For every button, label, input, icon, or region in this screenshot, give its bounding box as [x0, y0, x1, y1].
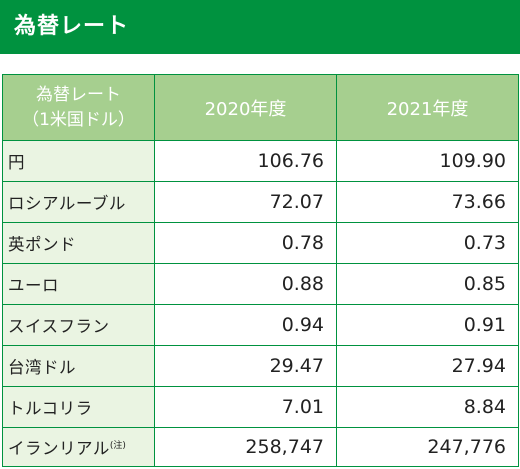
rate-2020: 0.78: [154, 222, 337, 264]
rate-2021: 73.66: [336, 181, 519, 223]
rate-2021: 0.91: [336, 304, 519, 346]
rate-2020: 72.07: [154, 181, 337, 223]
row-label: トルコリラ: [2, 386, 155, 428]
corner-header-line1: 為替レート: [36, 84, 121, 105]
table-header-row: 為替レート （1米国ドル） 2020年度 2021年度: [2, 74, 519, 141]
exchange-rate-table: 為替レート （1米国ドル） 2020年度 2021年度 円 106.76 109…: [2, 74, 519, 467]
rate-2020: 7.01: [154, 386, 337, 428]
row-label: 円: [2, 140, 155, 182]
table-row: イランリアル(注) 258,747 247,776: [2, 427, 519, 467]
rate-2021: 8.84: [336, 386, 519, 428]
page-title: 為替レート: [14, 14, 130, 39]
rate-2020: 0.94: [154, 304, 337, 346]
row-label: ユーロ: [2, 263, 155, 305]
table-row: スイスフラン 0.94 0.91: [2, 304, 519, 346]
rate-2021: 109.90: [336, 140, 519, 182]
row-label: 台湾ドル: [2, 345, 155, 387]
rate-2020: 0.88: [154, 263, 337, 305]
page-header: 為替レート: [0, 0, 520, 54]
rate-2020: 29.47: [154, 345, 337, 387]
row-label: イランリアル(注): [2, 427, 155, 467]
table-row: ロシアルーブル 72.07 73.66: [2, 181, 519, 223]
corner-header: 為替レート （1米国ドル）: [2, 74, 155, 141]
row-label: 英ポンド: [2, 222, 155, 264]
table-row: ユーロ 0.88 0.85: [2, 263, 519, 305]
rate-2021: 0.73: [336, 222, 519, 264]
table-row: 台湾ドル 29.47 27.94: [2, 345, 519, 387]
table-row: 円 106.76 109.90: [2, 140, 519, 182]
rate-2021: 27.94: [336, 345, 519, 387]
row-label: スイスフラン: [2, 304, 155, 346]
column-header-2021: 2021年度: [336, 74, 519, 141]
rate-2020: 258,747: [154, 427, 337, 467]
table-row: トルコリラ 7.01 8.84: [2, 386, 519, 428]
rate-2020: 106.76: [154, 140, 337, 182]
rate-2021: 0.85: [336, 263, 519, 305]
rate-2021: 247,776: [336, 427, 519, 467]
column-header-2020: 2020年度: [154, 74, 337, 141]
row-label-text: イランリアル: [8, 439, 110, 458]
footnote-marker: (注): [109, 441, 126, 451]
table-row: 英ポンド 0.78 0.73: [2, 222, 519, 264]
corner-header-line2: （1米国ドル）: [22, 109, 135, 130]
row-label: ロシアルーブル: [2, 181, 155, 223]
